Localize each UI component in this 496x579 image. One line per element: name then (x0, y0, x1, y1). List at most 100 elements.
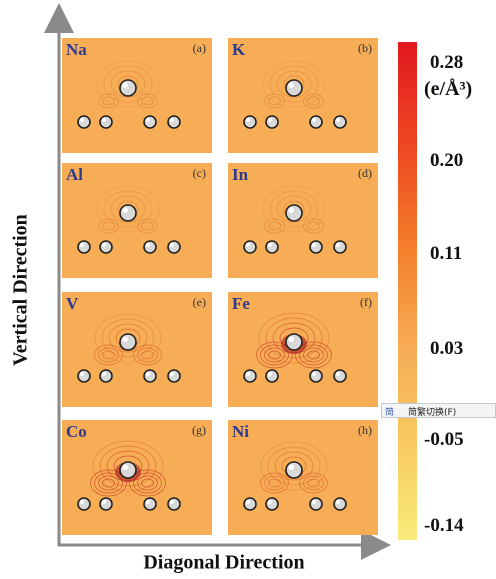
atom (285, 333, 303, 351)
atom (243, 369, 257, 383)
contour-line (98, 93, 119, 109)
atom-highlight (79, 117, 84, 122)
ime-switch-popup[interactable]: 简 简繁切换(F) (381, 403, 496, 418)
atom (309, 115, 323, 129)
charge-density-map (77, 185, 181, 254)
colorbar-unit: (e/Å³) (424, 78, 473, 100)
charge-density-map (243, 60, 347, 129)
panel-co: Co (g) (62, 420, 212, 535)
panel-na: Na (a) (62, 38, 212, 153)
charge-density-map (77, 60, 181, 129)
atom-highlight (267, 499, 272, 504)
atom-highlight (169, 371, 174, 376)
atom (99, 115, 113, 129)
atom (309, 369, 323, 383)
atom (99, 369, 113, 383)
panel-tag: (b) (358, 41, 372, 55)
contour-line (299, 472, 328, 494)
contour-line (262, 185, 326, 233)
contour-line (99, 445, 157, 487)
atom-highlight (245, 242, 250, 247)
panel-k: K (b) (228, 38, 378, 153)
panel-tag: (a) (192, 41, 206, 55)
atom-highlight (101, 371, 106, 376)
contour-line (94, 472, 123, 494)
ime-switch-label[interactable]: 简繁切换(F) (408, 408, 457, 418)
atom-highlight (335, 117, 340, 122)
panel-element-label: Al (66, 165, 83, 184)
atom-highlight (79, 242, 84, 247)
contour-line (262, 60, 326, 108)
contour-line (110, 195, 146, 223)
atom (265, 240, 279, 254)
atom-highlight (311, 242, 316, 247)
atom (119, 79, 137, 97)
panel-element-label: Fe (232, 294, 250, 313)
contour-line (96, 60, 160, 108)
atom-highlight (288, 464, 294, 470)
contour-line (260, 472, 289, 494)
contour-line (307, 221, 320, 231)
atom-highlight (245, 117, 250, 122)
atom (77, 369, 91, 383)
atom-highlight (335, 242, 340, 247)
contour-line (133, 344, 162, 366)
contour-line (102, 350, 115, 360)
colorbar-tick: 0.20 (430, 150, 464, 171)
contour-line (303, 475, 324, 491)
contour-line (137, 347, 158, 363)
diagonal-direction-label: Diagonal Direction (143, 551, 305, 574)
atom (77, 115, 91, 129)
panel-al: Al (c) (62, 163, 212, 278)
contour-line (276, 195, 312, 223)
contour-line (307, 350, 320, 360)
contour-line (303, 93, 324, 109)
contour-line (256, 341, 293, 369)
contour-line (108, 323, 148, 353)
atom (285, 204, 303, 222)
atom-highlight (122, 82, 128, 88)
vertical-direction-label: Vertical Direction (9, 214, 32, 366)
atom (243, 240, 257, 254)
panel-tag: (e) (192, 295, 206, 309)
contour-line (133, 472, 162, 494)
colorbar-tick: 0.28 (430, 52, 464, 73)
atom (265, 115, 279, 129)
atom-highlight (101, 117, 106, 122)
colorbar (398, 42, 417, 540)
atom (243, 497, 257, 511)
ime-icon: 简 (385, 408, 395, 418)
contour-line (264, 93, 285, 109)
panel-element-label: In (232, 165, 249, 184)
panel-element-label: Na (66, 40, 87, 59)
atom-highlight (311, 117, 316, 122)
contour-line (103, 190, 153, 228)
contour-line (303, 347, 324, 363)
contour-line (264, 347, 285, 363)
charge-density-map (243, 185, 347, 254)
panel-element-label: V (66, 294, 79, 313)
colorbar-tick: -0.05 (424, 429, 464, 450)
atom (99, 497, 113, 511)
charge-density-map (77, 313, 181, 383)
atom-highlight (245, 371, 250, 376)
atom-highlight (311, 499, 316, 504)
atom (119, 204, 137, 222)
atom-highlight (335, 371, 340, 376)
panel-tag: (d) (358, 166, 372, 180)
atom (309, 497, 323, 511)
panel-element-label: K (232, 40, 246, 59)
atom (99, 240, 113, 254)
atom-highlight (267, 371, 272, 376)
contour-line (98, 218, 119, 234)
contour-line (269, 190, 319, 228)
atom-highlight (122, 336, 128, 342)
atom (333, 115, 347, 129)
atom (167, 369, 181, 383)
atom-highlight (288, 82, 294, 88)
charge-density-map (243, 312, 347, 383)
atom (333, 369, 347, 383)
atom-highlight (311, 371, 316, 376)
contour-line (307, 96, 320, 106)
atom-highlight (122, 464, 128, 470)
